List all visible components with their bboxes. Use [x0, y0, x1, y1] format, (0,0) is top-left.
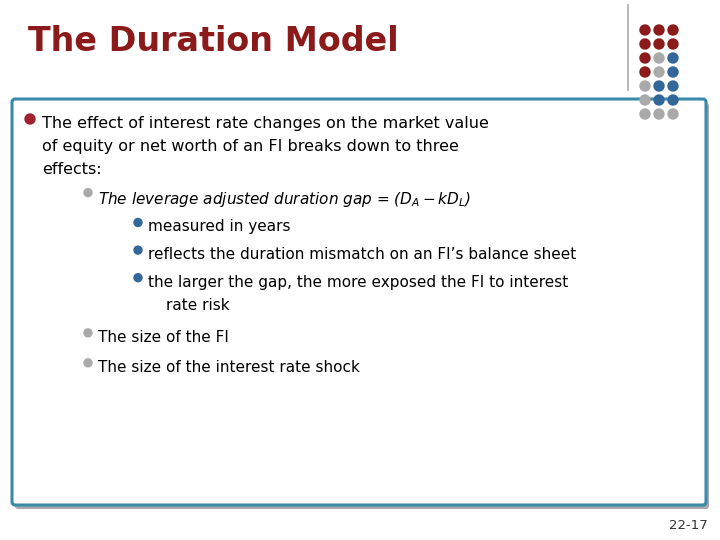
Circle shape [654, 67, 664, 77]
Text: The size of the FI: The size of the FI [98, 330, 229, 345]
Circle shape [668, 109, 678, 119]
Circle shape [654, 39, 664, 49]
Circle shape [640, 53, 650, 63]
Circle shape [84, 188, 92, 197]
Circle shape [668, 53, 678, 63]
FancyBboxPatch shape [12, 99, 706, 505]
Circle shape [134, 246, 142, 254]
Circle shape [84, 329, 92, 337]
Circle shape [134, 219, 142, 226]
Circle shape [654, 109, 664, 119]
Circle shape [640, 25, 650, 35]
Circle shape [654, 81, 664, 91]
Text: reflects the duration mismatch on an FI’s balance sheet: reflects the duration mismatch on an FI’… [148, 247, 576, 262]
Circle shape [640, 95, 650, 105]
Circle shape [654, 25, 664, 35]
Text: The effect of interest rate changes on the market value: The effect of interest rate changes on t… [42, 116, 489, 131]
Text: of equity or net worth of an FI breaks down to three: of equity or net worth of an FI breaks d… [42, 139, 459, 154]
Text: effects:: effects: [42, 162, 102, 177]
Circle shape [668, 95, 678, 105]
Text: the larger the gap, the more exposed the FI to interest: the larger the gap, the more exposed the… [148, 275, 568, 289]
Circle shape [654, 53, 664, 63]
Text: measured in years: measured in years [148, 219, 290, 234]
Text: 22-17: 22-17 [670, 519, 708, 532]
Circle shape [668, 81, 678, 91]
Text: The leverage adjusted duration gap = ($D_A - kD_L$): The leverage adjusted duration gap = ($D… [98, 190, 472, 208]
Circle shape [640, 109, 650, 119]
Text: rate risk: rate risk [166, 298, 230, 313]
Circle shape [640, 39, 650, 49]
Circle shape [640, 67, 650, 77]
Circle shape [668, 39, 678, 49]
Circle shape [640, 81, 650, 91]
Text: The Duration Model: The Duration Model [28, 25, 399, 58]
Circle shape [84, 359, 92, 367]
Circle shape [134, 274, 142, 282]
Circle shape [668, 25, 678, 35]
Circle shape [668, 67, 678, 77]
Circle shape [25, 114, 35, 124]
Text: The size of the interest rate shock: The size of the interest rate shock [98, 360, 360, 375]
FancyBboxPatch shape [15, 103, 709, 509]
Circle shape [654, 95, 664, 105]
